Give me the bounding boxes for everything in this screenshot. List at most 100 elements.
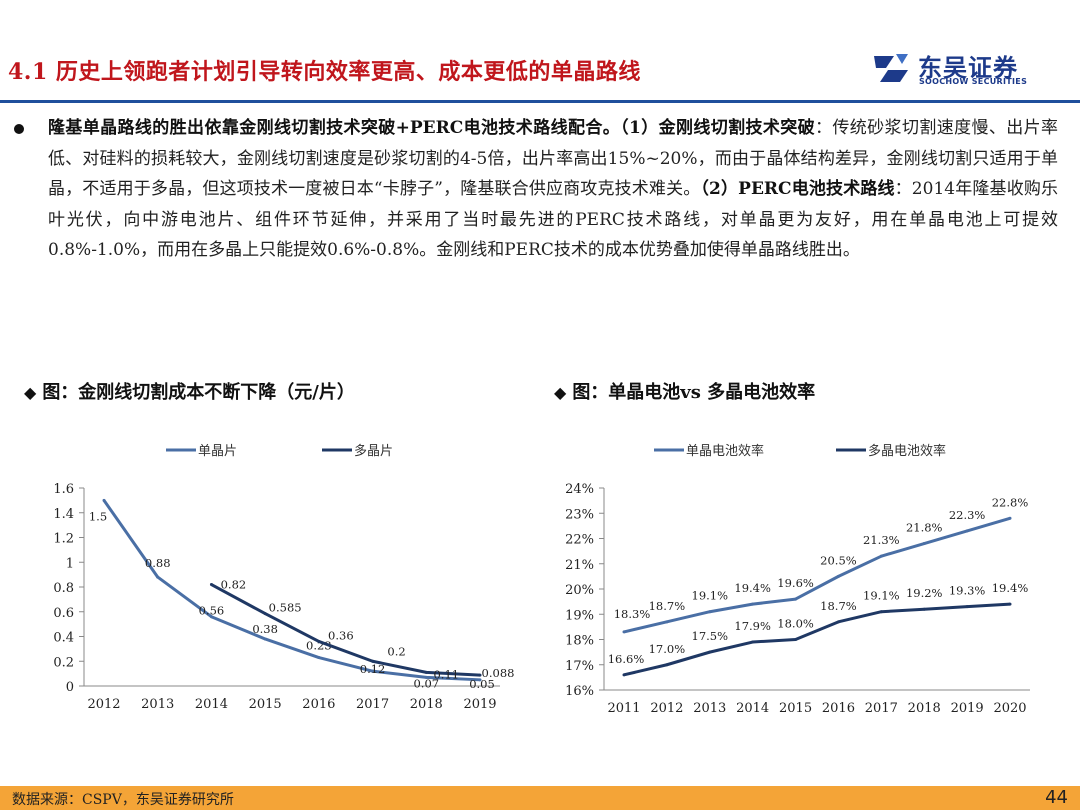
- page-number: 44: [1045, 787, 1068, 808]
- y-tick-label: 19%: [565, 608, 594, 623]
- data-label: 19.1%: [863, 589, 900, 603]
- y-tick-label: 0.4: [53, 631, 74, 646]
- data-label: 21.8%: [906, 521, 943, 535]
- x-tick-label: 2016: [822, 701, 855, 716]
- data-label: 21.3%: [863, 533, 900, 547]
- data-label: 17.5%: [692, 629, 729, 643]
- y-tick-label: 23%: [565, 507, 594, 522]
- data-point: [209, 583, 213, 587]
- y-tick-label: 1: [66, 556, 74, 571]
- y-tick-label: 1.6: [53, 482, 74, 497]
- data-point: [665, 663, 669, 667]
- body-text-2: ：2014年隆基收购乐叶光伏，向中游电池片、组件环节延伸，并采用了当时最先进的P…: [48, 179, 1058, 260]
- data-label: 0.2: [387, 644, 405, 658]
- y-tick-label: 18%: [565, 634, 594, 649]
- series-line-1: [623, 602, 1011, 677]
- logo-mark-icon: [874, 54, 908, 82]
- data-point: [424, 675, 428, 679]
- x-tick-label: 2018: [410, 697, 443, 712]
- data-label: 18.0%: [777, 617, 814, 631]
- brand-name-cn: 东吴证券: [918, 54, 1018, 82]
- data-point: [836, 620, 840, 624]
- y-tick-label: 1.4: [53, 507, 74, 522]
- data-point: [794, 638, 798, 641]
- diamond-icon: ◆: [554, 383, 567, 402]
- legend-label: 单晶电池效率: [686, 443, 764, 459]
- data-label: 17.0%: [649, 642, 686, 656]
- data-label: 19.6%: [777, 576, 814, 590]
- diamond-icon: ◆: [24, 383, 37, 402]
- data-label: 16.6%: [608, 652, 645, 666]
- data-point: [478, 678, 482, 682]
- x-tick-label: 2012: [650, 701, 683, 716]
- data-label: 22.8%: [992, 495, 1029, 509]
- data-label: 0.36: [328, 628, 354, 642]
- data-label: 18.7%: [649, 599, 686, 613]
- data-label: 0.23: [306, 639, 332, 653]
- data-point: [209, 615, 213, 619]
- bullet-icon: [14, 124, 24, 134]
- data-point: [794, 597, 798, 601]
- y-tick-label: 16%: [565, 684, 594, 699]
- data-point: [879, 554, 883, 558]
- body-bold-1: 隆基单晶路线的胜出依靠金刚线切割技术突破+PERC电池技术路线配合。（1）金刚线…: [48, 118, 816, 138]
- data-label: 0.38: [252, 622, 278, 636]
- series-line-1: [210, 583, 481, 677]
- data-label: 0.05: [469, 677, 495, 691]
- data-point: [622, 630, 626, 634]
- x-tick-label: 2012: [87, 697, 120, 712]
- data-label: 0.11: [433, 667, 459, 681]
- data-label: 19.1%: [692, 589, 729, 603]
- data-point: [922, 607, 926, 611]
- data-point: [836, 574, 840, 578]
- x-tick-label: 2015: [249, 697, 282, 712]
- data-label: 0.88: [145, 556, 171, 570]
- legend-label: 多晶片: [354, 443, 393, 459]
- data-label: 19.4%: [992, 581, 1029, 595]
- data-label: 19.4%: [734, 581, 771, 595]
- body-bold-2: （2）PERC电池技术路线: [700, 179, 895, 199]
- y-tick-label: 17%: [565, 659, 594, 674]
- data-point: [1008, 516, 1012, 520]
- footer-bar: 数据来源：CSPV，东吴证券研究所 44: [0, 786, 1080, 810]
- x-tick-label: 2015: [779, 701, 812, 716]
- data-point: [965, 529, 969, 533]
- data-label: 17.9%: [734, 619, 771, 633]
- data-label: 18.3%: [614, 607, 651, 621]
- data-point: [708, 610, 712, 614]
- header-divider: [0, 100, 1080, 103]
- y-tick-label: 0.2: [53, 655, 74, 670]
- y-tick-label: 21%: [565, 558, 594, 573]
- x-tick-label: 2017: [865, 701, 898, 716]
- y-tick-label: 22%: [565, 533, 594, 548]
- data-point: [317, 656, 321, 660]
- data-label: 0.12: [360, 662, 386, 676]
- data-point: [156, 575, 160, 579]
- body-paragraph: 隆基单晶路线的胜出依靠金刚线切割技术突破+PERC电池技术路线配合。（1）金刚线…: [48, 113, 1058, 266]
- data-label: 20.5%: [820, 553, 857, 567]
- x-tick-label: 2013: [141, 697, 174, 712]
- x-tick-label: 2019: [463, 697, 496, 712]
- data-label: 19.3%: [949, 584, 986, 598]
- legend-label: 单晶片: [198, 444, 237, 459]
- data-point: [371, 669, 375, 673]
- y-tick-label: 0.8: [53, 581, 74, 596]
- brand-name-en: SOOCHOW SECURITIES: [919, 77, 1028, 86]
- x-tick-label: 2018: [908, 701, 941, 716]
- x-tick-label: 2013: [693, 701, 726, 716]
- x-tick-label: 2014: [195, 697, 228, 712]
- data-label: 1.5: [89, 509, 107, 523]
- series-line-0: [102, 499, 481, 682]
- chart1-title: 图：金刚线切割成本不断下降（元/片）: [42, 382, 355, 403]
- data-label: 0.56: [199, 604, 225, 618]
- data-point: [622, 673, 626, 677]
- series-line-0: [623, 516, 1011, 634]
- data-point: [263, 637, 267, 641]
- data-point: [317, 639, 321, 643]
- data-point: [424, 670, 428, 674]
- brand-logo: 东吴证券 SOOCHOW SECURITIES: [870, 48, 1040, 90]
- data-label: 0.07: [413, 676, 439, 690]
- page-title: 4.1 历史上领跑者计划引导转向效率更高、成本更低的单晶路线: [8, 59, 641, 85]
- x-tick-label: 2019: [951, 701, 984, 716]
- data-point: [263, 612, 267, 616]
